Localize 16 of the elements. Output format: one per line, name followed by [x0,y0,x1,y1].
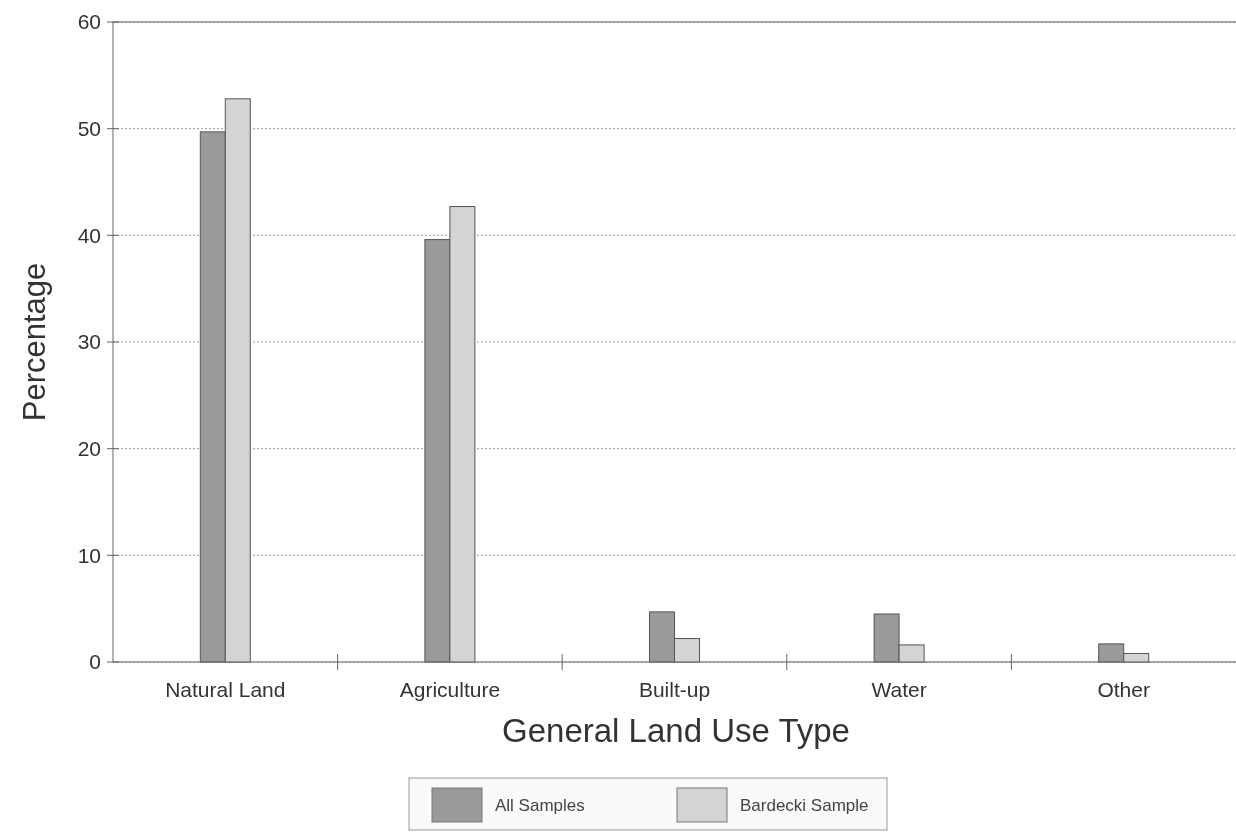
legend-label: All Samples [495,795,585,815]
x-tick-label: Agriculture [399,678,501,701]
x-tick-label: Natural Land [165,678,286,701]
y-tick-label: 30 [77,330,101,354]
y-tick-label: 50 [77,117,101,141]
x-tick-label: Built-up [638,678,711,701]
y-tick-label: 10 [77,543,101,567]
y-tick-label: 0 [89,650,101,674]
y-axis-title: Percentage [17,262,52,422]
legend-label: Bardecki Sample [740,795,869,815]
y-tick-label: 20 [77,437,101,461]
x-tick-label: Other [1097,678,1150,701]
x-axis-title: General Land Use Type [502,712,850,749]
x-tick-label: Water [871,678,927,701]
y-tick-label: 40 [77,223,101,247]
y-tick-label: 60 [77,10,101,34]
